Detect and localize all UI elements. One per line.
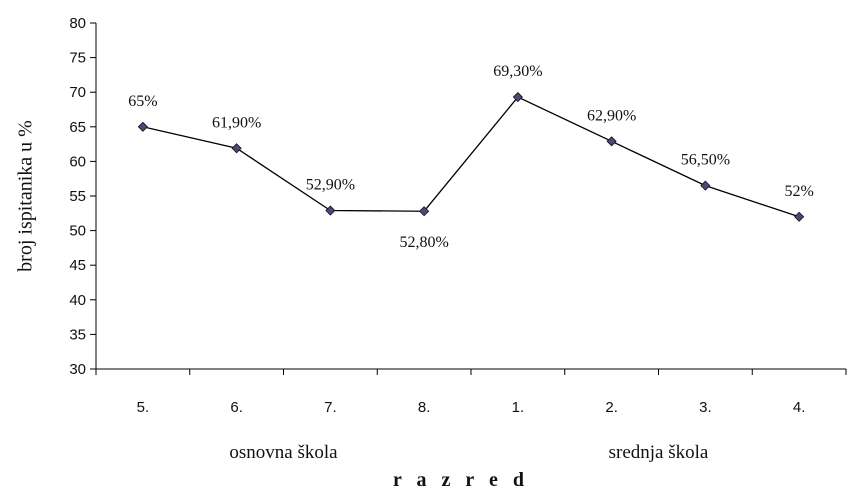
data-point-marker (419, 206, 430, 217)
y-tick-label: 75 (69, 50, 86, 67)
y-axis: 30 35 40 45 50 55 60 65 70 75 80 (69, 15, 97, 378)
y-tick-label: 35 (69, 326, 86, 343)
x-tick-label: 5. (137, 399, 150, 416)
data-label: 61,90% (212, 114, 261, 131)
data-label: 52,80% (399, 234, 448, 251)
y-tick-label: 55 (69, 188, 86, 205)
data-label: 65% (128, 93, 157, 110)
y-tick-label: 80 (69, 15, 86, 32)
x-axis: 5. 6. 7. 8. 1. 2. 3. 4. (95, 368, 847, 416)
data-point-marker (794, 211, 805, 222)
y-tick-label: 65 (69, 119, 86, 136)
data-point-marker (606, 136, 617, 147)
series-line-group (137, 91, 805, 222)
data-label: 52,90% (306, 177, 355, 194)
data-point-marker (137, 121, 148, 132)
data-point-marker (512, 91, 523, 103)
y-axis-title: broj ispitanika u % (15, 120, 37, 272)
data-labels-group: 65% 61,90% 52,90% 52,80% 69,30% 62,90% 56,50% 5… (128, 63, 814, 251)
y-tick-label: 40 (69, 292, 86, 309)
y-tick-label: 30 (69, 361, 86, 378)
x-tick-label: 6. (230, 399, 243, 416)
x-tick-label: 8. (418, 399, 431, 416)
data-label: 69,30% (493, 63, 542, 80)
y-tick-label: 60 (69, 153, 86, 170)
x-tick-label: 3. (699, 399, 712, 416)
y-tick-label: 70 (69, 84, 86, 101)
x-tick-label: 1. (512, 399, 525, 416)
data-point-marker (231, 143, 242, 154)
category-group-label: osnovna škola (229, 442, 338, 463)
data-label: 62,90% (587, 107, 636, 124)
y-tick-label: 45 (69, 257, 86, 274)
data-label: 52% (784, 183, 813, 200)
category-group-label: srednja škola (609, 442, 709, 463)
x-tick-label: 2. (605, 399, 618, 416)
y-tick-label: 50 (69, 223, 86, 240)
x-tick-label: 7. (324, 399, 337, 416)
data-point-marker (325, 205, 336, 216)
series-line (142, 96, 800, 218)
data-label: 56,50% (681, 152, 730, 169)
data-point-marker (700, 180, 711, 191)
category-groups: osnovna škola srednja škola (229, 442, 709, 463)
x-axis-title: r a z r e d (393, 469, 529, 490)
x-tick-label: 4. (793, 399, 806, 416)
